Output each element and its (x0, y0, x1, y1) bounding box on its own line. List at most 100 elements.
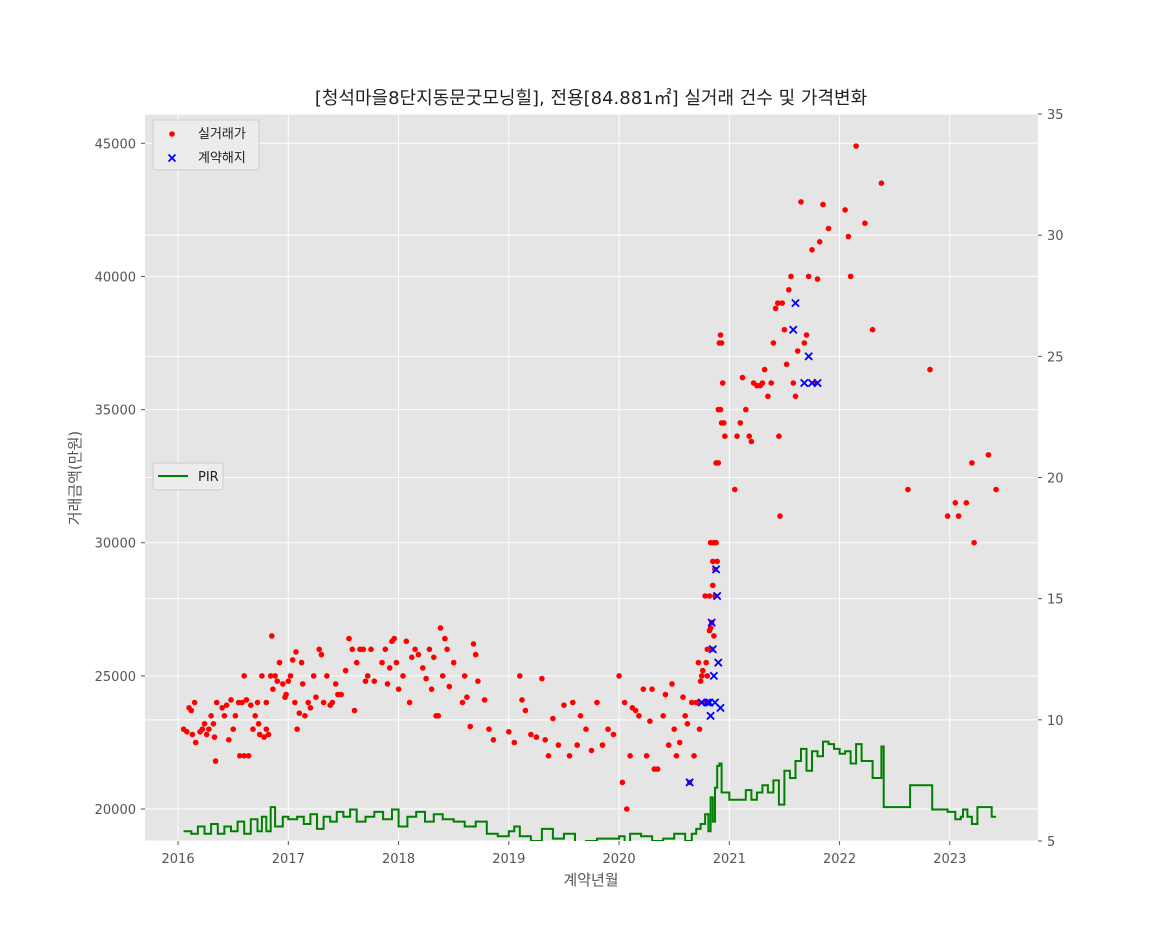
trade-point (386, 665, 393, 671)
trade-point (239, 699, 245, 706)
trade-point (805, 273, 812, 280)
trade-point (241, 673, 247, 679)
trade-point (349, 646, 356, 653)
y-tick-label: 45000 (95, 137, 136, 152)
trade-point (467, 723, 474, 730)
trade-point (431, 654, 437, 661)
trade-point (768, 380, 774, 386)
trade-point (748, 438, 755, 445)
trade-point (704, 646, 711, 653)
trade-point (746, 433, 752, 440)
trade-point (792, 393, 799, 400)
trade-point (588, 747, 595, 754)
cancel-stroke (791, 298, 800, 308)
trade-point (191, 699, 198, 706)
trade-point (208, 713, 214, 719)
trade-point (676, 739, 683, 746)
tick-labels: 2016 2017 2018 2019 2020 2021 2022 2023 20000 250… (95, 108, 1064, 867)
trade-point (298, 659, 305, 666)
trade-point (673, 753, 680, 759)
trade-point (779, 300, 785, 306)
y2-tick-label: 35 (1047, 108, 1064, 123)
trade-point (777, 513, 783, 519)
trade-point (801, 340, 808, 346)
trade-point (743, 406, 749, 413)
legend-main: 실거래가 계약해지 (152, 119, 260, 171)
trade-point (265, 731, 272, 738)
y-tick-label: 40000 (95, 270, 136, 285)
trade-point (461, 673, 468, 679)
trade-point (406, 699, 413, 706)
trade-point (845, 233, 852, 240)
trade-point (274, 678, 281, 684)
trade-point (450, 659, 457, 666)
trade-point (261, 734, 267, 740)
trade-point (293, 649, 299, 655)
trade-point (825, 225, 832, 232)
x-tick-label: 2023 (933, 852, 966, 867)
pir-layer (183, 740, 997, 841)
cancel-point (707, 618, 716, 627)
cancel-point (703, 698, 712, 707)
trade-point (517, 673, 523, 679)
trade-point (790, 380, 797, 386)
x-tick-label: 2019 (492, 852, 525, 867)
trade-point (770, 340, 777, 346)
trade-point (289, 657, 296, 663)
y-tick-label: 30000 (95, 537, 136, 552)
trade-point (199, 726, 206, 732)
trade-point (263, 699, 270, 706)
trade-point (765, 393, 771, 400)
trade-point (256, 731, 263, 738)
trade-point (206, 726, 212, 732)
trade-point (184, 729, 190, 735)
trade-point (459, 699, 466, 706)
trade-point (616, 673, 622, 679)
trade-point (539, 675, 545, 682)
trade-point (905, 486, 911, 493)
x-tick-label: 2021 (713, 852, 746, 867)
trade-point (737, 420, 744, 426)
trade-point (192, 739, 199, 746)
trade-point (577, 713, 584, 719)
trade-point (621, 699, 628, 706)
cancel-point (804, 352, 813, 361)
cancel-stroke (712, 591, 722, 601)
trade-point (680, 694, 686, 700)
trade-point (420, 665, 426, 671)
trade-point (230, 726, 236, 732)
trade-point (643, 753, 650, 759)
trade-point (809, 247, 815, 253)
trade-point (511, 739, 518, 746)
y2-tick-label: 15 (1047, 593, 1064, 608)
cancel-stroke (714, 658, 723, 667)
trade-point (985, 452, 992, 458)
trade-point (721, 420, 727, 426)
cancel-point (712, 591, 722, 601)
y-tick-label: 20000 (95, 803, 136, 818)
trade-point (788, 273, 794, 280)
trade-point (619, 779, 626, 786)
cancel-stroke (709, 671, 719, 681)
trade-point (660, 713, 666, 719)
cancel-stroke (706, 711, 715, 721)
legend-cancel-marker (167, 153, 177, 163)
trade-point (219, 705, 225, 711)
trade-point (684, 721, 691, 727)
trade-point (706, 593, 713, 599)
trade-point (542, 737, 548, 743)
trade-point (318, 651, 325, 658)
trade-point (210, 721, 217, 727)
y-tick-label: 25000 (95, 670, 136, 685)
trade-point (717, 406, 724, 413)
trade-point (574, 742, 580, 748)
trade-point (428, 686, 435, 692)
trade-point (254, 699, 261, 706)
trade-point (669, 681, 675, 687)
trade-point (353, 659, 360, 666)
trade-point (722, 433, 728, 440)
trade-point (944, 513, 951, 519)
trade-point (442, 635, 448, 642)
trade-point (259, 673, 265, 679)
trade-point (610, 731, 617, 738)
